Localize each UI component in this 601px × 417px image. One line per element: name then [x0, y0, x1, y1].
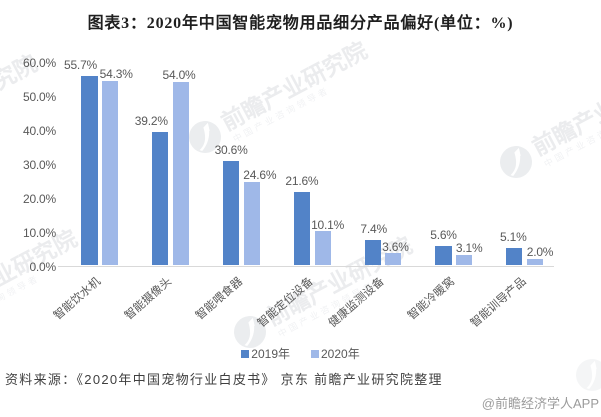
y-axis-tick-label: 30.0%	[22, 157, 56, 172]
y-axis-tick-label: 60.0%	[22, 55, 56, 70]
x-axis-category-label: 智能喂食器	[193, 275, 246, 323]
x-axis-category-label: 智能饮水机	[52, 275, 104, 323]
bar-2019年-智能摄像头	[152, 132, 169, 266]
data-label: 7.4%	[360, 221, 387, 236]
legend: 2019年 2020年	[0, 345, 601, 362]
bar-2019年-智能训导产品	[506, 248, 523, 266]
legend-label: 2019年	[251, 347, 290, 361]
y-axis-tick-label: 0.0%	[29, 259, 56, 274]
x-axis-category-label: 健康监测设备	[326, 275, 387, 330]
bar-2020年-智能喂食器	[243, 181, 260, 266]
bar-2020年-智能饮水机	[102, 80, 119, 266]
y-axis-tick-label: 20.0%	[22, 191, 56, 206]
source-note: 资料来源：《2020年中国宠物行业白皮书》 京东 前瞻产业研究院整理	[5, 371, 443, 387]
data-label: 5.1%	[500, 229, 527, 244]
bar-2020年-智能冷暖窝	[456, 254, 473, 266]
data-label: 21.6%	[285, 173, 319, 188]
y-axis-tick-label: 50.0%	[22, 89, 56, 104]
chart-title: 图表3：2020年中国智能宠物用品细分产品偏好(单位：%)	[87, 15, 514, 32]
bar-2020年-智能训导产品	[526, 258, 544, 266]
legend-label: 2020年	[321, 347, 360, 361]
bar-2019年-健康监测设备	[364, 240, 381, 266]
bar-2020年-智能定位设备	[314, 231, 331, 266]
bar-2020年-智能摄像头	[172, 81, 190, 266]
data-label: 10.1%	[311, 217, 345, 232]
credit-watermark: @前瞻经济学人APP	[481, 396, 599, 411]
data-label: 24.6%	[243, 168, 277, 183]
data-label: 39.2%	[134, 113, 168, 128]
bar-2020年-健康监测设备	[385, 253, 402, 266]
data-label: 54.0%	[162, 68, 196, 83]
data-label: 55.7%	[63, 57, 98, 72]
x-axis-category-label: 智能定位设备	[255, 275, 316, 330]
y-axis-tick-label: 10.0%	[22, 225, 56, 240]
legend-item-2019年: 2019年	[241, 345, 290, 362]
data-label: 30.6%	[214, 142, 248, 157]
bar-2019年-智能冷暖窝	[435, 246, 452, 266]
data-label: 2.0%	[526, 245, 554, 260]
y-axis-tick-label: 40.0%	[22, 123, 56, 138]
data-label: 3.1%	[455, 241, 483, 256]
legend-item-2020年: 2020年	[311, 345, 360, 362]
bar-2019年-智能喂食器	[223, 161, 240, 266]
data-label: 3.6%	[382, 239, 409, 254]
data-label: 54.3%	[99, 67, 133, 82]
x-axis-line	[58, 266, 554, 267]
bar-2019年-智能饮水机	[81, 76, 98, 266]
data-label: 5.6%	[430, 227, 457, 242]
legend-swatch-icon	[241, 349, 250, 358]
x-axis-category-label: 智能训导产品	[468, 275, 529, 330]
x-axis-category-label: 智能摄像头	[122, 275, 175, 323]
bar-2019年-智能定位设备	[293, 192, 310, 266]
legend-swatch-icon	[311, 349, 319, 358]
x-axis-category-label: 智能冷暖窝	[406, 275, 458, 323]
